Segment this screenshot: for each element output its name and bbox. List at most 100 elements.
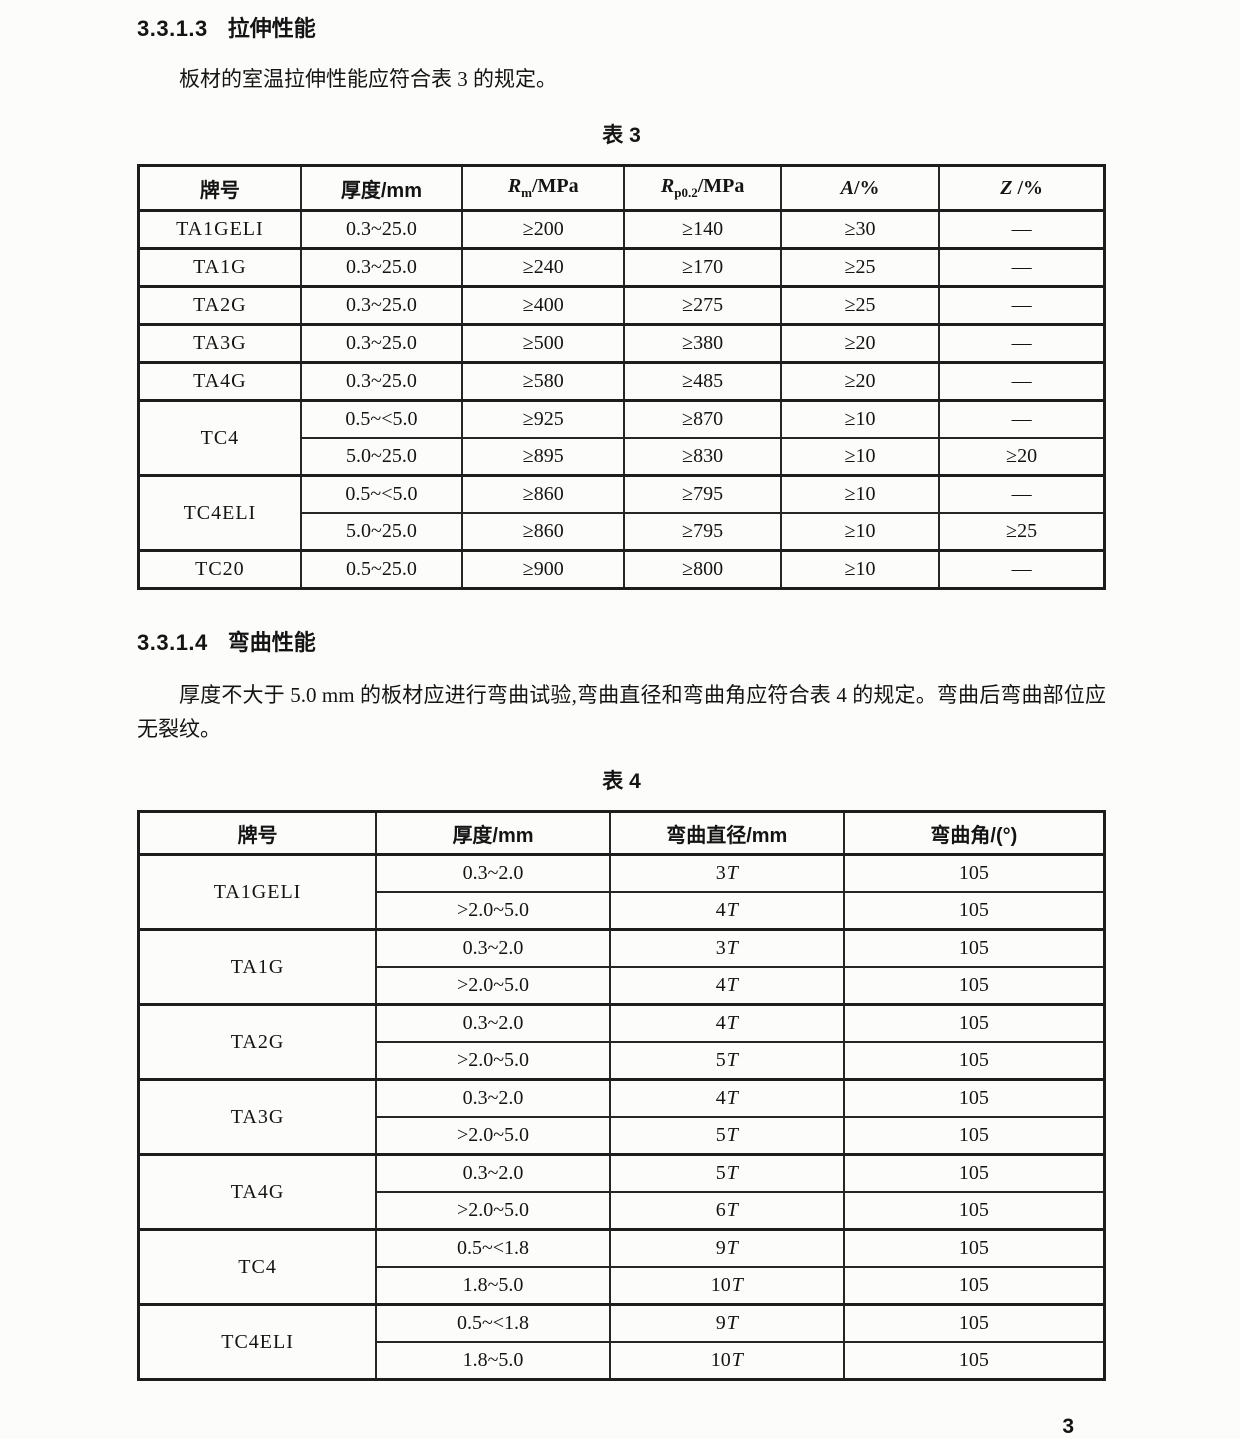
rp-cell: ≥485 <box>623 361 782 402</box>
rm-subscript: m <box>521 185 532 200</box>
grade-cell: TC4 <box>137 1228 378 1306</box>
table-row: TA4G 0.3~25.0 ≥580 ≥485 ≥20 — <box>137 361 1106 402</box>
grade-cell: TA1GELI <box>137 853 378 931</box>
t-symbol: T <box>726 1237 738 1259</box>
rm-cell: ≥240 <box>461 247 626 288</box>
table4-bending-properties: 牌号 厚度/mm 弯曲直径/mm 弯曲角/(°) TA1GELI 0.3~2.0… <box>137 810 1106 1381</box>
table-row: >2.0~5.0 6T 105 <box>139 1191 1106 1231</box>
t-symbol: T <box>726 1012 738 1034</box>
z-cell: — <box>938 549 1106 590</box>
diameter-cell: 4T <box>608 1003 845 1043</box>
table3-tensile-properties: 牌号 厚度/mm Rm/MPa Rp0.2/MPa A/% Z /% TA1GE… <box>137 164 1106 590</box>
thickness-cell: 0.5~<1.8 <box>375 1228 611 1268</box>
thickness-cell: 0.3~2.0 <box>375 1003 611 1043</box>
table-row: TC20 0.5~25.0 ≥900 ≥800 ≥10 — <box>137 549 1106 590</box>
table3-header-elongation: A/% <box>779 164 941 212</box>
rm-cell: ≥400 <box>461 285 626 326</box>
grade-cell: TA1G <box>137 247 302 288</box>
z-cell: ≥20 <box>938 437 1106 477</box>
t-symbol: T <box>731 1349 743 1371</box>
a-cell: ≥10 <box>779 512 941 552</box>
table3-header-grade: 牌号 <box>137 164 302 212</box>
thickness-cell: 0.3~25.0 <box>299 247 464 288</box>
angle-cell: 105 <box>842 1191 1106 1231</box>
diameter-cell: 4T <box>608 1078 845 1118</box>
t-symbol: T <box>726 974 738 996</box>
diameter-value: 3 <box>715 937 726 959</box>
section-number: 3.3.1.3 <box>137 16 208 41</box>
rm-symbol: R <box>507 175 522 197</box>
z-cell: — <box>938 361 1106 402</box>
section-title: 弯曲性能 <box>227 630 316 655</box>
thickness-cell: 5.0~25.0 <box>299 512 464 552</box>
thickness-cell: 0.5~<5.0 <box>299 474 464 514</box>
diameter-cell: 3T <box>608 853 845 893</box>
diameter-value: 5 <box>715 1162 726 1184</box>
rp-cell: ≥830 <box>623 437 782 477</box>
z-cell: — <box>938 247 1106 288</box>
section-heading-tensile: 3.3.1.3 拉伸性能 <box>137 16 1106 42</box>
table-row: 5.0~25.0 ≥860 ≥795 ≥10 ≥25 <box>139 512 1106 552</box>
grade-cell: TA2G <box>137 285 302 326</box>
grade-cell: TA1G <box>137 928 378 1006</box>
header-label: 牌号 <box>199 179 240 202</box>
angle-cell: 105 <box>842 1078 1106 1118</box>
grade-cell: TA3G <box>137 1078 378 1156</box>
rp-cell: ≥140 <box>623 209 782 250</box>
a-cell: ≥10 <box>779 474 941 514</box>
thickness-cell: 0.5~25.0 <box>299 549 464 590</box>
table-row: TA3G 0.3~25.0 ≥500 ≥380 ≥20 — <box>137 323 1106 364</box>
thickness-cell: 5.0~25.0 <box>299 437 464 477</box>
table-row: TA2G 0.3~2.0 4T 105 <box>137 1003 1106 1081</box>
table-row: 1.8~5.0 10T 105 <box>139 1341 1106 1381</box>
grade-cell: TA2G <box>137 1003 378 1081</box>
rp-unit: /MPa <box>697 175 745 197</box>
a-cell: ≥25 <box>779 285 941 326</box>
z-symbol: Z <box>1000 176 1013 199</box>
grade-cell: TC4ELI <box>137 1303 378 1381</box>
angle-cell: 105 <box>842 1303 1106 1343</box>
diameter-value: 5 <box>715 1049 726 1071</box>
z-unit: /% <box>1012 176 1044 199</box>
thickness-cell: 1.8~5.0 <box>375 1341 611 1381</box>
diameter-cell: 3T <box>608 928 845 968</box>
table-row: TA3G 0.3~2.0 4T 105 <box>137 1078 1106 1156</box>
rp-cell: ≥795 <box>623 512 782 552</box>
rm-cell: ≥925 <box>461 399 626 439</box>
a-cell: ≥30 <box>779 209 941 250</box>
table3-header-rm: Rm/MPa <box>461 164 626 212</box>
section-number: 3.3.1.4 <box>137 630 208 655</box>
t-symbol: T <box>726 1049 738 1071</box>
table-row: TA1G 0.3~25.0 ≥240 ≥170 ≥25 — <box>137 247 1106 288</box>
z-cell: — <box>938 474 1106 514</box>
z-cell: — <box>938 323 1106 364</box>
rp-subscript: p0.2 <box>674 185 698 200</box>
diameter-value: 4 <box>715 899 726 921</box>
a-cell: ≥10 <box>779 549 941 590</box>
thickness-cell: >2.0~5.0 <box>375 1191 611 1231</box>
a-cell: ≥10 <box>779 437 941 477</box>
header-label: 弯曲直径/mm <box>666 824 788 847</box>
diameter-cell: 10T <box>608 1266 845 1306</box>
thickness-cell: 0.3~25.0 <box>299 323 464 364</box>
table3-header-reduction: Z /% <box>938 164 1106 212</box>
rm-cell: ≥200 <box>461 209 626 250</box>
diameter-value: 4 <box>715 1012 726 1034</box>
table-row: TC4ELI 0.5~<1.8 9T 105 <box>137 1303 1106 1381</box>
diameter-value: 4 <box>715 1087 726 1109</box>
rm-cell: ≥500 <box>461 323 626 364</box>
table-row: >2.0~5.0 4T 105 <box>139 966 1106 1006</box>
table-row: 1.8~5.0 10T 105 <box>139 1266 1106 1306</box>
t-symbol: T <box>726 1199 738 1221</box>
t-symbol: T <box>726 1312 738 1334</box>
header-label: 厚度/mm <box>340 179 422 202</box>
table-row: TA1G 0.3~2.0 3T 105 <box>137 928 1106 1006</box>
a-cell: ≥20 <box>779 323 941 364</box>
t-symbol: T <box>726 937 738 959</box>
grade-cell: TA4G <box>137 1153 378 1231</box>
table-row: TA1GELI 0.3~25.0 ≥200 ≥140 ≥30 — <box>137 209 1106 250</box>
rp-cell: ≥380 <box>623 323 782 364</box>
grade-cell: TC4 <box>137 399 302 477</box>
rp-cell: ≥795 <box>623 474 782 514</box>
